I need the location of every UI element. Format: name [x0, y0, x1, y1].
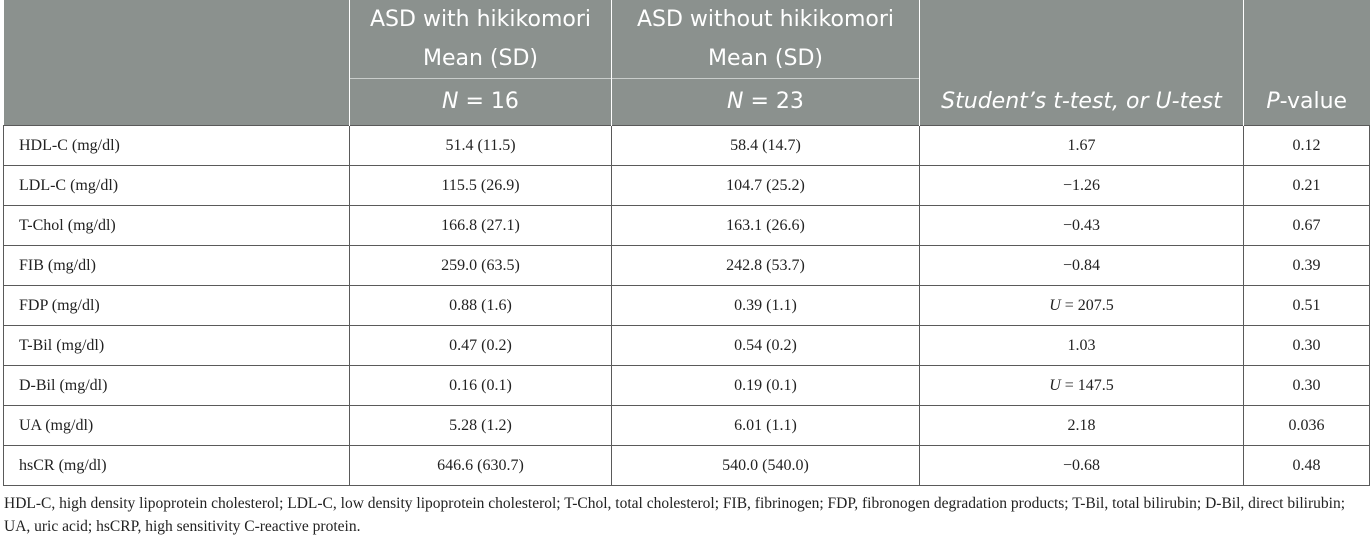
- test-prefix: U: [1049, 296, 1061, 314]
- test-statistic: −0.43: [919, 205, 1244, 246]
- value-without-hikikomori: 0.19 (0.1): [611, 365, 920, 406]
- header-without-mean-sd: Mean (SD): [611, 40, 920, 79]
- row-label: T-Chol (mg/dl): [3, 205, 350, 246]
- row-label: FDP (mg/dl): [3, 285, 350, 326]
- test-value: 1.67: [1067, 136, 1096, 154]
- p-value: 0.12: [1243, 125, 1370, 166]
- results-table: ASD with hikikomori ASD without hikikomo…: [3, 0, 1370, 486]
- test-value: −0.68: [1062, 456, 1101, 474]
- test-statistic: U = 207.5: [919, 285, 1244, 326]
- value-with-hikikomori: 51.4 (11.5): [349, 125, 612, 166]
- table-row: FIB (mg/dl) 259.0 (63.5) 242.8 (53.7) −0.84…: [3, 245, 1370, 286]
- test-statistic: 1.67: [919, 125, 1244, 166]
- row-label: HDL-C (mg/dl): [3, 125, 350, 166]
- value-without-hikikomori: 0.54 (0.2): [611, 325, 920, 366]
- header-p-mid: [1243, 40, 1370, 79]
- n-value: = 23: [743, 89, 804, 114]
- test-value: = 147.5: [1060, 376, 1114, 394]
- table-body: HDL-C (mg/dl) 51.4 (11.5) 58.4 (14.7) 1.67 0…: [3, 125, 1370, 486]
- row-label: D-Bil (mg/dl): [3, 365, 350, 406]
- header-with-hikikomori: ASD with hikikomori: [349, 0, 612, 40]
- p-value: 0.036: [1243, 405, 1370, 446]
- value-without-hikikomori: 163.1 (26.6): [611, 205, 920, 246]
- header-with-n: N = 16: [349, 78, 612, 126]
- value-with-hikikomori: 0.16 (0.1): [349, 365, 612, 406]
- header-without-n: N = 23: [611, 78, 920, 126]
- test-statistic: −0.84: [919, 245, 1244, 286]
- p-value: 0.67: [1243, 205, 1370, 246]
- row-label: T-Bil (mg/dl): [3, 325, 350, 366]
- test-value: −0.43: [1062, 216, 1101, 234]
- table-row: FDP (mg/dl) 0.88 (1.6) 0.39 (1.1) U = 207.5…: [3, 285, 1370, 326]
- table-row: LDL-C (mg/dl) 115.5 (26.9) 104.7 (25.2) −1.…: [3, 165, 1370, 206]
- table-row: T-Bil (mg/dl) 0.47 (0.2) 0.54 (0.2) 1.03 0.3…: [3, 325, 1370, 366]
- header-empty: [3, 0, 350, 126]
- header-without-hikikomori: ASD without hikikomori: [611, 0, 920, 40]
- n-symbol: N: [442, 89, 459, 114]
- value-with-hikikomori: 259.0 (63.5): [349, 245, 612, 286]
- header-test: Student’s t-test, or U-test: [919, 78, 1244, 126]
- test-prefix: U: [1049, 376, 1061, 394]
- test-statistic: 2.18: [919, 405, 1244, 446]
- row-label: LDL-C (mg/dl): [3, 165, 350, 206]
- test-statistic: 1.03: [919, 325, 1244, 366]
- table-row: HDL-C (mg/dl) 51.4 (11.5) 58.4 (14.7) 1.67 0…: [3, 125, 1370, 166]
- test-statistic: −1.26: [919, 165, 1244, 206]
- value-without-hikikomori: 242.8 (53.7): [611, 245, 920, 286]
- test-value: 1.03: [1067, 336, 1096, 354]
- row-label: UA (mg/dl): [3, 405, 350, 446]
- p-value: 0.21: [1243, 165, 1370, 206]
- value-with-hikikomori: 0.47 (0.2): [349, 325, 612, 366]
- header-with-mean-sd: Mean (SD): [349, 40, 612, 79]
- p-value: 0.51: [1243, 285, 1370, 326]
- value-without-hikikomori: 58.4 (14.7): [611, 125, 920, 166]
- n-symbol: N: [727, 89, 744, 114]
- value-with-hikikomori: 5.28 (1.2): [349, 405, 612, 446]
- p-value: 0.48: [1243, 445, 1370, 486]
- p-symbol: P: [1266, 89, 1280, 114]
- table-row: D-Bil (mg/dl) 0.16 (0.1) 0.19 (0.1) U = 147…: [3, 365, 1370, 406]
- header-test-top: [919, 0, 1244, 40]
- table-row: T-Chol (mg/dl) 166.8 (27.1) 163.1 (26.6) −0…: [3, 205, 1370, 246]
- n-value: = 16: [458, 89, 519, 114]
- header-test-mid: [919, 40, 1244, 79]
- header-p-top: [1243, 0, 1370, 40]
- test-value: −0.84: [1062, 256, 1101, 274]
- value-with-hikikomori: 166.8 (27.1): [349, 205, 612, 246]
- value-with-hikikomori: 0.88 (1.6): [349, 285, 612, 326]
- row-label: FIB (mg/dl): [3, 245, 350, 286]
- p-value: 0.39: [1243, 245, 1370, 286]
- table-row: UA (mg/dl) 5.28 (1.2) 6.01 (1.1) 2.18 0.036: [3, 405, 1370, 446]
- row-label: hsCR (mg/dl): [3, 445, 350, 486]
- test-value: 2.18: [1067, 416, 1096, 434]
- table-row: hsCR (mg/dl) 646.6 (630.7) 540.0 (540.0) −0…: [3, 445, 1370, 486]
- p-value: 0.30: [1243, 325, 1370, 366]
- p-rest: -value: [1279, 89, 1348, 114]
- p-value: 0.30: [1243, 365, 1370, 406]
- table-footnote: HDL-C, high density lipoprotein choleste…: [4, 495, 1346, 535]
- header-p-value: P-value: [1243, 78, 1370, 126]
- value-with-hikikomori: 115.5 (26.9): [349, 165, 612, 206]
- test-value: −1.26: [1062, 176, 1101, 194]
- value-with-hikikomori: 646.6 (630.7): [349, 445, 612, 486]
- table-header: ASD with hikikomori ASD without hikikomo…: [3, 0, 1370, 126]
- value-without-hikikomori: 104.7 (25.2): [611, 165, 920, 206]
- test-statistic: U = 147.5: [919, 365, 1244, 406]
- value-without-hikikomori: 0.39 (1.1): [611, 285, 920, 326]
- test-statistic: −0.68: [919, 445, 1244, 486]
- test-value: = 207.5: [1060, 296, 1114, 314]
- value-without-hikikomori: 540.0 (540.0): [611, 445, 920, 486]
- value-without-hikikomori: 6.01 (1.1): [611, 405, 920, 446]
